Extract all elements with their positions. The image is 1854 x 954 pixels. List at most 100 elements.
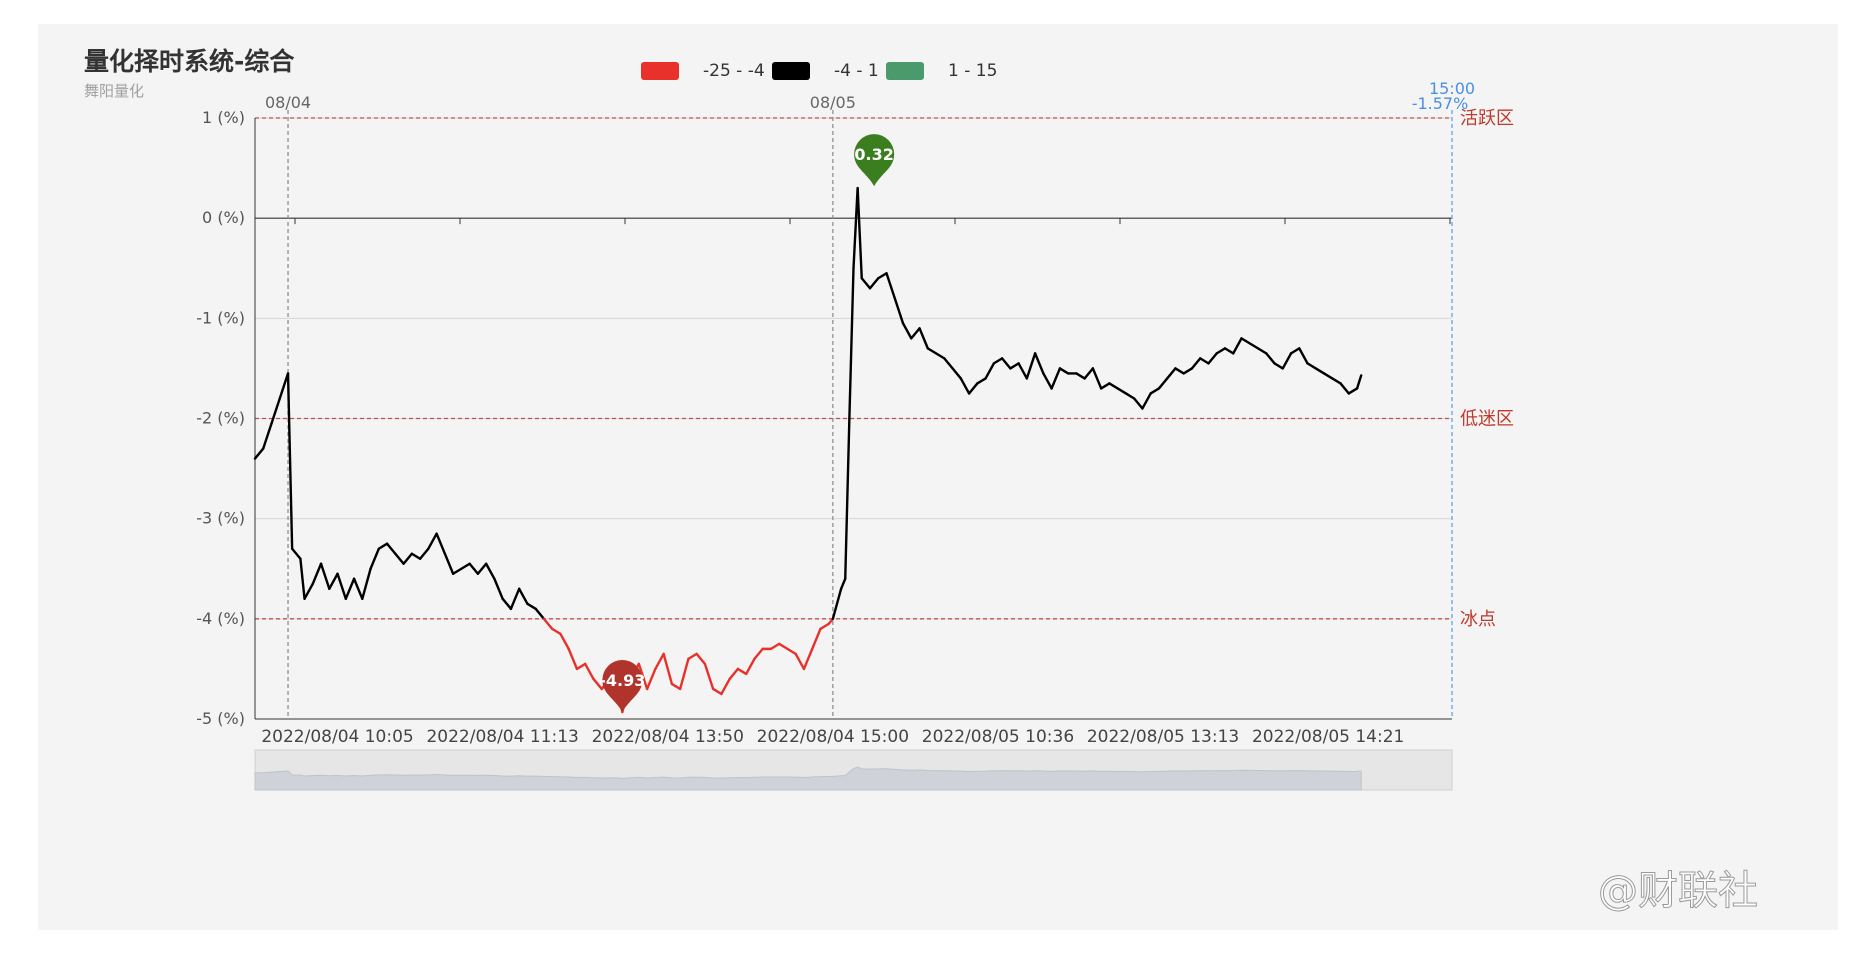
series-segment <box>967 382 979 395</box>
x-tick-label: 2022/08/04 13:50 <box>592 727 744 747</box>
series-segment <box>819 622 830 631</box>
y-tick-label: 0 (%) <box>202 208 245 227</box>
series-segment <box>278 372 290 400</box>
series-segment <box>1240 337 1251 345</box>
x-tick-label: 2022/08/05 14:21 <box>1252 727 1404 747</box>
y-tick-label: -3 (%) <box>196 509 245 528</box>
series-segment <box>584 662 595 681</box>
mark-point-label: -4.93 <box>599 671 645 690</box>
series-segment <box>1157 377 1169 390</box>
series-segment <box>592 677 603 691</box>
series-segment <box>559 632 570 651</box>
series-segment <box>1265 352 1276 365</box>
series-segment <box>1331 377 1342 385</box>
series-segment <box>1256 347 1268 355</box>
series-segment <box>860 277 872 290</box>
end-marker-time: 15:00 <box>1429 79 1475 98</box>
series-segment <box>418 547 430 560</box>
series-segment <box>910 327 921 340</box>
mark-point-pin <box>854 134 895 187</box>
series-segment <box>1033 352 1045 375</box>
series-segment <box>670 682 682 691</box>
series-segment <box>893 297 905 325</box>
date-marker-label: 08/04 <box>265 93 311 112</box>
series-segment <box>299 557 306 600</box>
series-segment <box>1223 347 1235 355</box>
x-tick-label: 2022/08/04 15:00 <box>757 727 909 747</box>
series-segment <box>435 532 447 555</box>
series-segment <box>831 587 843 621</box>
series-segment <box>918 327 929 350</box>
series-segment <box>645 667 657 691</box>
y-tick-label: 1 (%) <box>202 108 245 127</box>
series-segment <box>736 667 748 676</box>
series-segment <box>1132 397 1144 410</box>
series-line <box>253 186 1363 714</box>
series-segment <box>1306 362 1317 370</box>
series-segment <box>802 647 814 671</box>
legend-label: -4 - 1 <box>834 61 879 81</box>
series-segment <box>567 647 579 671</box>
series-segment <box>493 577 504 600</box>
series-segment <box>460 562 471 570</box>
series-segment <box>744 657 756 676</box>
series-segment <box>1108 382 1119 390</box>
series-segment <box>290 547 302 560</box>
legend-swatch[interactable] <box>886 62 924 80</box>
series-segment <box>1149 387 1161 395</box>
series-segment <box>1000 357 1012 370</box>
series-segment <box>319 562 331 590</box>
series-segment <box>885 272 896 300</box>
series-segment <box>385 542 397 555</box>
series-segment <box>1058 367 1070 375</box>
series-segment <box>984 362 996 380</box>
series-segment <box>394 552 405 565</box>
series-segment <box>926 347 938 355</box>
date-marker-label: 08/05 <box>810 93 856 112</box>
series-segment <box>361 567 372 600</box>
series-segment <box>336 572 348 600</box>
chart-title: 量化择时系统-综合 <box>84 47 295 76</box>
series-segment <box>934 352 946 360</box>
chart-subtitle: 舞阳量化 <box>84 82 144 100</box>
series-segment <box>311 562 323 585</box>
series-segment <box>1298 347 1309 365</box>
series-segment <box>410 552 422 560</box>
series-segment <box>1050 367 1062 390</box>
legend-swatch[interactable] <box>641 62 679 80</box>
chart-svg: 量化择时系统-综合 舞阳量化 -25 - -4 -4 - 1 1 - 15 1 (%… <box>84 47 1759 915</box>
zone-label: 活跃区 <box>1460 108 1514 129</box>
series-segment <box>868 277 880 290</box>
mark-point: -4.93 <box>599 659 645 712</box>
series-segment <box>1232 337 1243 355</box>
series-segment <box>1174 367 1185 375</box>
series-segment <box>270 397 281 425</box>
series-segment <box>451 567 463 575</box>
series-segment <box>1017 362 1029 380</box>
y-tick-label: -1 (%) <box>196 308 245 327</box>
legend[interactable]: -25 - -4 -4 - 1 1 - 15 <box>641 61 997 81</box>
series-segment <box>402 552 414 565</box>
series-segment <box>542 617 554 631</box>
series-segment <box>1322 372 1334 380</box>
x-tick-label: 2022/08/04 10:05 <box>261 727 413 747</box>
x-tick-label: 2022/08/05 13:13 <box>1087 727 1239 747</box>
series-segment <box>1248 342 1260 350</box>
series-segment <box>344 577 356 600</box>
series-segment <box>1025 352 1037 380</box>
series-segment <box>753 647 764 661</box>
y-tick-label: -2 (%) <box>196 409 245 428</box>
series-segment <box>992 357 1004 365</box>
series-segment <box>1141 392 1152 410</box>
series-segment <box>839 577 847 590</box>
series-segment <box>1215 347 1227 355</box>
series-segment <box>778 642 789 651</box>
series-segment <box>534 607 546 621</box>
data-zoom-slider[interactable] <box>254 749 1453 791</box>
zoom-preview <box>254 766 1362 791</box>
legend-swatch[interactable] <box>772 62 810 80</box>
series-segment <box>509 587 521 611</box>
series-segment <box>253 447 265 460</box>
series-segment <box>951 367 963 380</box>
